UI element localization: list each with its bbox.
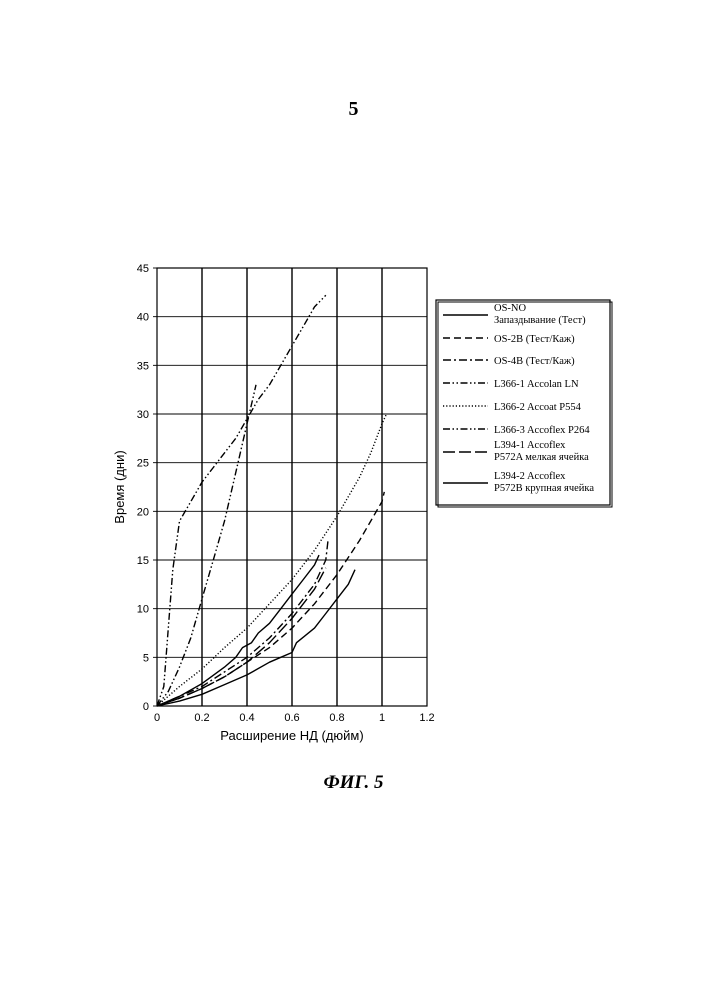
legend-entry: OS-4B (Тест/Каж)	[494, 356, 575, 367]
plot-grid	[157, 268, 427, 706]
series-line-4	[157, 295, 326, 706]
y-tick-label: 40	[137, 312, 149, 324]
x-tick-label: 0.8	[329, 712, 344, 724]
y-tick-label: 35	[137, 360, 149, 372]
series-line-3	[157, 541, 328, 707]
figure-caption: ФИГ. 5	[0, 772, 707, 794]
series-line-7	[157, 568, 326, 706]
legend-entry: L366-3 Accoflex P264	[494, 425, 590, 436]
x-axis-title: Расширение НД (дюйм)	[220, 728, 363, 743]
y-tick-label: 5	[143, 652, 149, 664]
x-tick-label: 1.2	[419, 712, 434, 724]
y-tick-label: 0	[143, 701, 149, 713]
y-tick-label: 25	[137, 458, 149, 470]
x-tick-label: 0.2	[194, 712, 209, 724]
y-tick-label: 30	[137, 409, 149, 421]
y-axis-title: Время (дни)	[112, 450, 127, 523]
legend: OS-NOЗапаздывание (Тест)OS-2B (Тест/Каж)…	[436, 300, 612, 507]
y-tick-label: 15	[137, 555, 149, 567]
legend-entry: L366-1 Accolan LN	[494, 379, 579, 390]
x-tick-label: 0.6	[284, 712, 299, 724]
legend-entry: L366-2 Accoat P554	[494, 402, 582, 413]
series-line-8	[157, 570, 355, 706]
y-tick-label: 10	[137, 604, 149, 616]
x-tick-label: 1	[379, 712, 385, 724]
series-line-1	[157, 555, 319, 706]
series-lines	[157, 295, 387, 706]
x-tick-label: 0.4	[239, 712, 254, 724]
series-line-6	[157, 385, 256, 706]
y-tick-label: 20	[137, 506, 149, 518]
legend-entry: OS-2B (Тест/Каж)	[494, 334, 575, 345]
series-line-2	[157, 492, 384, 706]
y-tick-label: 45	[137, 263, 149, 275]
x-tick-label: 0	[154, 712, 160, 724]
